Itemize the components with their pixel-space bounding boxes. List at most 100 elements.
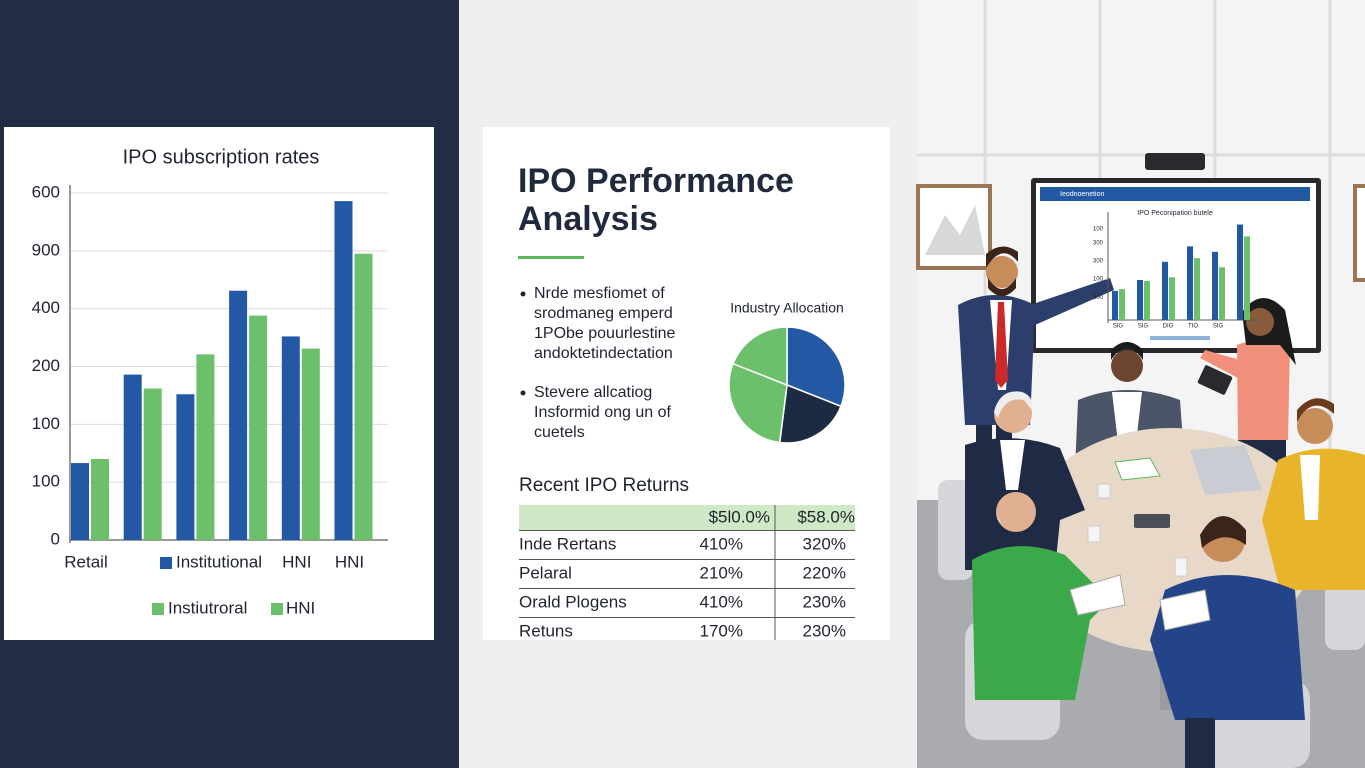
x-tick-label: SIG xyxy=(1138,324,1149,330)
seated-man-front-left xyxy=(965,492,1126,740)
bar xyxy=(176,394,195,540)
table-cell: 220% xyxy=(803,563,846,582)
bar xyxy=(1212,251,1218,320)
table-cell: Inde Rertans xyxy=(519,534,616,553)
x-tick-label: SIG xyxy=(1113,324,1124,330)
table-cell: 170% xyxy=(700,621,743,640)
monitor-header-text: Ieodnoenetion xyxy=(1060,191,1104,198)
bar xyxy=(1187,246,1193,320)
chart-title: IPO subscription rates xyxy=(123,146,320,168)
y-tick-label: 600 xyxy=(32,182,60,201)
seated-man-front-right xyxy=(1150,516,1310,768)
bar xyxy=(1194,258,1200,320)
monitor-header xyxy=(1040,187,1310,201)
monitor-chart-title: IPO Peconipation butele xyxy=(1137,210,1213,217)
bar xyxy=(334,201,353,540)
bar xyxy=(1237,224,1243,320)
bullet-text: Insformid ong un of xyxy=(534,404,672,421)
x-tick-label: HNI xyxy=(335,552,364,571)
cup xyxy=(1174,557,1188,577)
bar xyxy=(1112,290,1118,320)
bullet-text: 1PObe pouurlestine xyxy=(534,325,676,342)
monitor-legend xyxy=(1150,336,1210,340)
pie-slice xyxy=(778,383,842,444)
y-tick-label: 300 xyxy=(1093,295,1104,301)
bar xyxy=(1144,280,1150,320)
bar xyxy=(1244,236,1250,320)
y-tick-label: 200 xyxy=(32,356,60,375)
x-tick-label: TIO xyxy=(1188,324,1198,330)
y-tick-label: 0 xyxy=(51,529,60,548)
y-tick-label: 300 xyxy=(1093,258,1104,264)
pie-slice xyxy=(728,362,788,444)
doc-title: IPO Performance xyxy=(518,162,794,200)
pie-title: Industry Allocation xyxy=(730,300,844,316)
legend-swatch xyxy=(152,603,164,615)
legend-label: Institutional xyxy=(176,552,262,571)
table-cell: Pelaral xyxy=(519,563,572,582)
cup xyxy=(1087,525,1101,543)
table-header xyxy=(519,505,855,531)
y-tick-label: 900 xyxy=(32,240,60,259)
legend-swatch xyxy=(160,557,172,569)
bar xyxy=(1219,267,1225,320)
bullet-dot xyxy=(520,390,526,396)
bar xyxy=(281,336,300,540)
doc-title: Analysis xyxy=(518,200,658,238)
bar xyxy=(1169,277,1175,320)
table-cell: 320% xyxy=(803,534,846,553)
y-tick-label: 300 xyxy=(1093,240,1104,246)
bar xyxy=(1137,280,1143,320)
legend-label: HNI xyxy=(286,598,315,617)
bar xyxy=(123,374,142,540)
notepad xyxy=(1114,457,1161,481)
bullet-text: andoktetindectation xyxy=(534,345,673,362)
x-tick-label: DIG xyxy=(1163,324,1174,330)
cup xyxy=(1097,483,1111,499)
legend-swatch xyxy=(271,603,283,615)
bar xyxy=(71,463,89,540)
title-underline xyxy=(518,256,584,259)
y-tick-label: 100 xyxy=(32,414,60,433)
y-tick-label: 100 xyxy=(32,472,60,491)
y-tick-label: 100 xyxy=(1093,277,1104,283)
camera xyxy=(1145,153,1205,170)
tablet xyxy=(1134,514,1170,528)
table-cell: Orald Plogens xyxy=(519,592,627,611)
table-header-cell: $5l0.0% xyxy=(709,507,770,526)
table-cell: 410% xyxy=(700,592,743,611)
x-tick-label: SIG xyxy=(1213,324,1224,330)
table-cell: 230% xyxy=(803,621,846,640)
bullet-dot xyxy=(520,291,526,297)
seated-man-right xyxy=(1262,398,1365,650)
bar xyxy=(249,315,268,540)
y-tick-label: 100 xyxy=(1093,227,1104,233)
y-tick-label: 400 xyxy=(32,298,60,317)
bar xyxy=(229,290,248,540)
pie-slice xyxy=(786,326,846,408)
bar xyxy=(91,459,109,540)
table-header-cell: $58.0% xyxy=(797,507,855,526)
table-cell: Retuns xyxy=(519,621,573,640)
bar xyxy=(301,348,320,540)
bar xyxy=(1162,261,1168,320)
picture-frame xyxy=(1353,184,1365,282)
illustration: Ieodnoenetion IPO Peconipation butele xyxy=(916,0,1365,768)
x-tick-label: Retail xyxy=(64,552,107,571)
bar xyxy=(354,253,373,540)
table-cell: 210% xyxy=(700,563,743,582)
bar xyxy=(143,388,162,540)
bullet-text: srodmaneg emperd xyxy=(534,305,673,322)
x-tick-label: HNI xyxy=(282,552,311,571)
table-cell: 230% xyxy=(803,592,846,611)
bullet-text: cuetels xyxy=(534,424,585,441)
bullet-text: Stevere allcatiog xyxy=(534,384,652,401)
pie-slice xyxy=(732,326,788,387)
legend-label: Instiutroral xyxy=(168,598,247,617)
table-title: Recent IPO Returns xyxy=(519,475,689,496)
bar xyxy=(196,354,215,540)
bar xyxy=(1119,289,1125,320)
picture-art xyxy=(925,205,985,255)
